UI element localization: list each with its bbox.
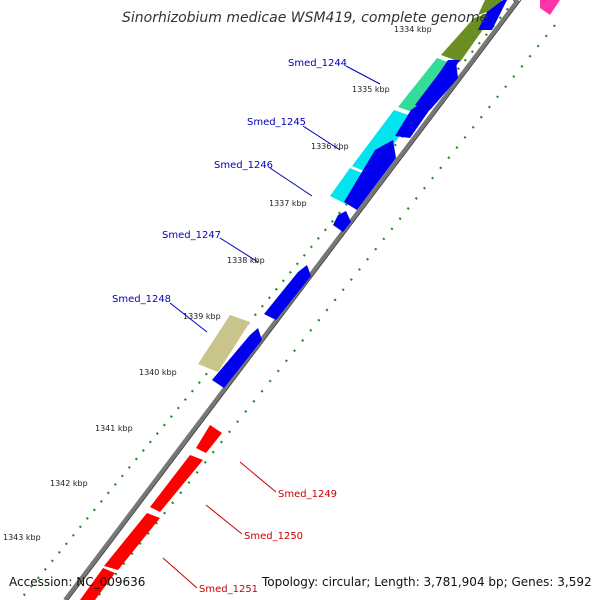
inner-tick-guide xyxy=(94,24,556,600)
gene-label-smed-1246[interactable]: Smed_1246 xyxy=(214,160,273,171)
gene-khaki-1248 xyxy=(198,315,250,372)
gene-olive-top xyxy=(478,0,502,15)
gene-label-smed-1247[interactable]: Smed_1247 xyxy=(162,230,221,241)
tick-label: 1337 kbp xyxy=(269,199,307,208)
tick-label: 1343 kbp xyxy=(3,533,41,542)
accession-label: Accession: NC_009636 xyxy=(9,575,145,589)
cds-rev-1249 xyxy=(196,425,222,453)
gene-label-smed-1248[interactable]: Smed_1248 xyxy=(112,294,171,305)
gene-cyan-1246 xyxy=(352,110,414,174)
leader-line-1248 xyxy=(169,302,208,333)
cds-rev-1250 xyxy=(150,455,203,512)
leader-line-1251 xyxy=(162,557,198,589)
cds-fwd-3 xyxy=(415,62,458,110)
tick-label: 1338 kbp xyxy=(227,256,265,265)
leader-line-1247 xyxy=(219,237,259,263)
tick-label: 1334 kbp xyxy=(394,25,432,34)
leader-line-1249 xyxy=(239,461,277,493)
gene-label-smed-1249[interactable]: Smed_1249 xyxy=(278,489,337,500)
gene-magenta xyxy=(540,0,560,15)
tick-label: 1341 kbp xyxy=(95,424,133,433)
cds-rev-bottom xyxy=(80,568,115,600)
cds-fwd-8 xyxy=(212,328,262,388)
map-title: Sinorhizobium medicae WSM419, complete g… xyxy=(122,10,488,26)
tick-label: 1335 kbp xyxy=(352,85,390,94)
tick-label: 1342 kbp xyxy=(50,479,88,488)
cds-fwd-4 xyxy=(395,98,435,138)
gene-label-smed-1251[interactable]: Smed_1251 xyxy=(199,584,258,595)
cds-fwd-7 xyxy=(264,265,311,320)
tick-label: 1336 kbp xyxy=(311,142,349,151)
cds-fwd-6 xyxy=(333,211,351,232)
gene-label-smed-1244[interactable]: Smed_1244 xyxy=(288,58,347,69)
gene-label-smed-1250[interactable]: Smed_1250 xyxy=(244,531,303,542)
cds-fwd-5 xyxy=(344,140,396,210)
leader-line-1250 xyxy=(205,504,243,535)
tick-label: 1340 kbp xyxy=(139,368,177,377)
cds-fwd-1 xyxy=(478,0,507,30)
gene-label-smed-1245[interactable]: Smed_1245 xyxy=(247,117,306,128)
cds-rev-1251 xyxy=(104,513,160,570)
leader-line-1244 xyxy=(345,65,381,85)
genome-summary: Topology: circular; Length: 3,781,904 bp… xyxy=(261,575,592,589)
leader-line-1246 xyxy=(269,167,313,197)
leader-line-1245 xyxy=(302,125,341,151)
genome-backbone-shadow xyxy=(67,0,522,600)
tick-label: 1339 kbp xyxy=(183,312,221,321)
